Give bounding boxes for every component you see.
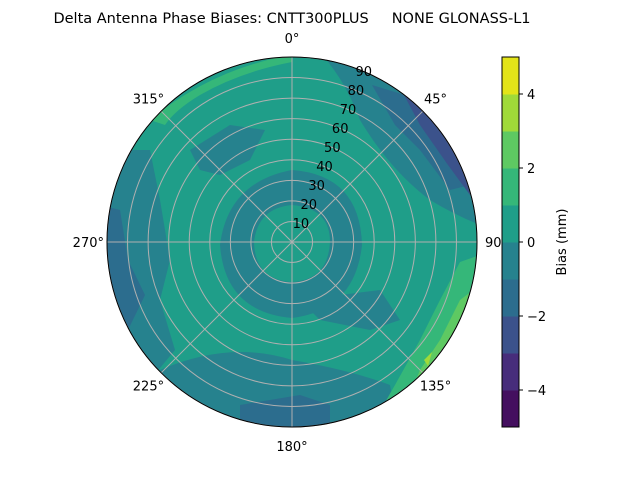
colorbar-band (502, 57, 519, 95)
r-tick-label: 80 (348, 84, 365, 99)
contour-level-2-3 (412, 285, 477, 390)
theta-tick-label: 270° (73, 236, 104, 251)
r-tick-label: 90 (356, 65, 373, 80)
r-tick-label: 50 (324, 141, 341, 156)
colorbar-band (502, 316, 519, 354)
colorbar-label: Bias (mm) (555, 209, 570, 276)
colorbar-band (502, 131, 519, 169)
theta-tick-label: 180° (276, 440, 307, 455)
polar-grid (106, 56, 478, 428)
contour-level-m1-0 (190, 125, 265, 175)
colorbar-band (502, 353, 519, 391)
contour-level-m2-m1 (372, 85, 470, 190)
theta-gridline (291, 241, 424, 374)
theta-tick-label: 45° (424, 92, 447, 107)
contour-level-m3-m2 (404, 95, 477, 195)
colorbar: 4 2 0 −2 −4 (501, 56, 546, 428)
theta-tick-label: 0° (285, 32, 300, 47)
colorbar-band (502, 390, 519, 428)
contour-level-3-4 (424, 352, 432, 366)
contour-level-m1-0 (300, 290, 400, 330)
contour-level-1-2 (372, 255, 477, 425)
chart-title: Delta Antenna Phase Biases: CNTT300PLUS … (53, 11, 530, 27)
r-tick-label: 10 (293, 217, 310, 232)
colorbar-tick-label: 2 (527, 162, 535, 177)
r-tick-label: 20 (300, 198, 317, 213)
contour-level-1-2 (150, 57, 292, 125)
r-tick-label: 70 (340, 103, 357, 118)
theta-gridline (291, 110, 424, 243)
contour-level-m2-m1 (240, 395, 330, 427)
r-tick-label: 40 (316, 160, 333, 175)
colorbar-tick-label: −4 (527, 384, 546, 399)
theta-tick-label: 225° (133, 380, 164, 395)
colorbar-tick-label: 4 (527, 88, 535, 103)
colorbar-band (502, 168, 519, 206)
r-tick-label: 30 (308, 179, 325, 194)
r-tick-label: 60 (332, 122, 349, 137)
theta-gridline (160, 110, 293, 243)
colorbar-band (502, 279, 519, 317)
colorbar-tick-label: −2 (527, 310, 546, 325)
theta-tick-label: 315° (133, 92, 164, 107)
colorbar-tick-label: 0 (527, 236, 535, 251)
colorbar-band (502, 205, 519, 243)
polar-frame (106, 56, 478, 428)
colorbar-band (502, 94, 519, 132)
theta-gridline (160, 241, 293, 374)
colorbar-band (502, 242, 519, 280)
theta-tick-label: 135° (420, 380, 451, 395)
